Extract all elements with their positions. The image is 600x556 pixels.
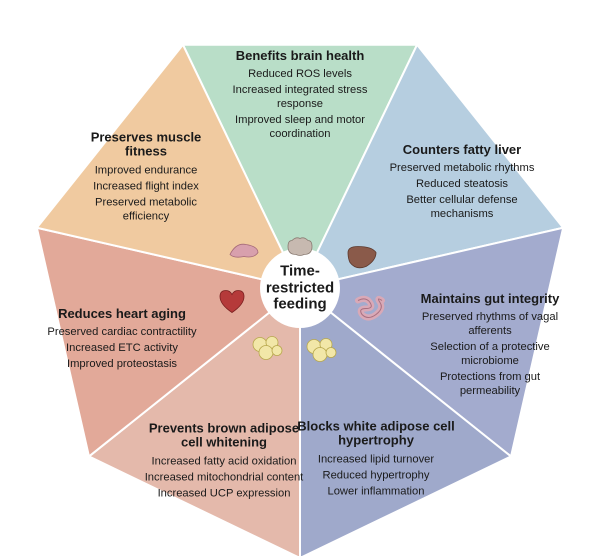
center-hub <box>260 248 340 328</box>
heptagon-svg <box>0 0 600 556</box>
heptagon-diagram: Time-restrictedfeeding Benefits brain he… <box>0 0 600 556</box>
